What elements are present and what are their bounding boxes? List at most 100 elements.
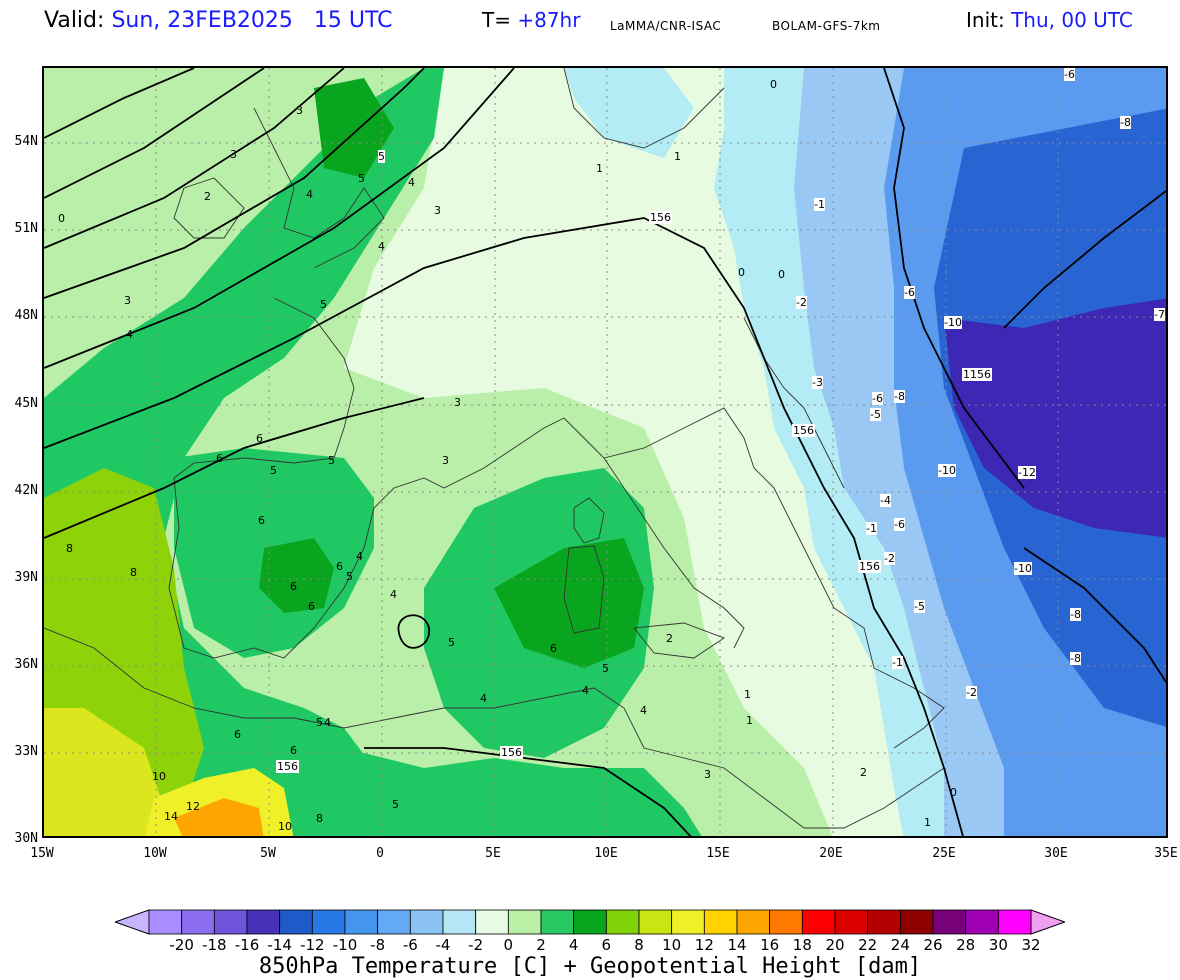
temp-label: 10 [152,770,166,783]
lat-tick-39n: 39N [14,570,38,585]
lat-tick-51n: 51N [14,221,38,236]
height-label: 1156 [962,368,992,381]
colorbar-swatch [573,909,607,935]
lon-tick-5e: 5E [485,846,501,861]
temp-label: 10 [278,820,292,833]
temp-label: 0 [950,786,957,799]
colorbar-swatch [409,909,444,935]
temp-label: -8 [1120,116,1131,129]
temp-label: 8 [316,812,323,825]
temp-label: 3 [124,294,131,307]
forecast-label: T= [482,8,511,32]
lat-tick-30n: 30N [14,831,38,846]
temp-label: -2 [966,686,977,699]
lon-tick-0: 0 [376,846,384,861]
init-label: Init: [966,8,1005,32]
colorbar-swatch [279,909,313,935]
colorbar-tick-label: -4 [435,936,451,954]
temp-label: 1 [746,714,753,727]
colorbar-swatch [344,909,379,935]
temp-label: -5 [870,408,881,421]
temp-label: 5 [346,570,353,583]
colorbar-tick-label: -2 [468,936,484,954]
temp-label: -8 [1070,608,1081,621]
temp-label: -6 [872,392,883,405]
colorbar-swatch [736,909,771,935]
temp-label: -12 [1018,466,1036,479]
colorbar-tick-label: 4 [568,936,579,954]
temp-label: 4 [390,588,397,601]
temp-label: -8 [894,390,905,403]
colorbar-tick-label: 20 [825,936,845,954]
temp-label: 4 [356,550,363,563]
temp-label: 4 [480,692,487,705]
dark-green-core-iberia [259,538,334,613]
valid-label: Valid: [44,8,105,33]
temp-label: -1 [866,522,877,535]
colorbar-tick-label: -14 [267,936,292,954]
temp-label: 5 [392,798,399,811]
temp-label: 6 [234,728,241,741]
temp-label: 0 [58,212,65,225]
colorbar-swatch [801,909,836,935]
lat-tick-42n: 42N [14,483,38,498]
temp-label: 6 [550,642,557,655]
colorbar-swatch [148,909,183,935]
colorbar-tick-label: 22 [858,936,878,954]
lon-tick-5w: 5W [260,846,276,861]
temp-label: 4 [324,716,331,729]
lat-tick-48n: 48N [14,308,38,323]
model-label: BOLAM-GFS-7km [772,19,881,33]
temp-label: 12 [186,800,200,813]
colorbar-tick-label: -8 [370,936,386,954]
temp-label: -1 [892,656,903,669]
temp-label: 6 [258,514,265,527]
temp-label: 3 [442,454,449,467]
lon-tick-30e: 30E [1044,846,1068,861]
cold-zone-baltic [564,68,694,158]
temp-label: 0 [738,266,745,279]
temp-label: 0 [778,268,785,281]
temp-label: 3 [434,204,441,217]
temp-label: -6 [1064,68,1075,81]
temp-label: 5 [378,150,385,163]
valid-time: Valid: Sun, 23FEB2025 15 UTC [44,8,393,33]
temp-label: 4 [306,188,313,201]
colorbar-tick-label: 24 [890,936,910,954]
colorbar-tick-label: 14 [727,936,747,954]
colorbar-tick-label: 28 [956,936,976,954]
colorbar-tick-label: 10 [662,936,682,954]
graticule [44,68,1166,836]
lat-tick-33n: 33N [14,744,38,759]
colorbar-tick-label: -20 [169,936,194,954]
temp-label: 5 [448,636,455,649]
temp-label: 5 [328,454,335,467]
lon-tick-20e: 20E [819,846,843,861]
temp-label: 6 [290,744,297,757]
temp-label: 1 [744,688,751,701]
temp-label: 5 [320,298,327,311]
colorbar-swatch [834,909,869,935]
temp-label: -6 [894,518,905,531]
colorbar-swatch [638,909,673,935]
colorbar-tick-label: 0 [503,936,514,954]
temp-label: -4 [880,494,891,507]
colorbar-tick-label: -12 [300,936,325,954]
temp-label: 4 [408,176,415,189]
lon-tick-15e: 15E [706,846,730,861]
temp-label: 4 [582,684,589,697]
colorbar-right-triangle [1030,909,1065,935]
temp-label: 6 [336,560,343,573]
lat-tick-54n: 54N [14,134,38,149]
init-time: Init: Thu, 00 UTC [966,8,1133,32]
colorbar-swatch [442,909,477,935]
temp-label: -10 [944,316,962,329]
temp-label: -1 [814,198,825,211]
temp-label: 2 [860,766,867,779]
colorbar-tick-label: -10 [332,936,358,954]
colorbar-tick-label: 8 [634,936,644,954]
yellow-zone [44,708,173,836]
colorbar-tick-label: -6 [402,936,418,954]
height-label: 156 [858,560,881,573]
colorbar-tick-label: -16 [234,936,260,954]
